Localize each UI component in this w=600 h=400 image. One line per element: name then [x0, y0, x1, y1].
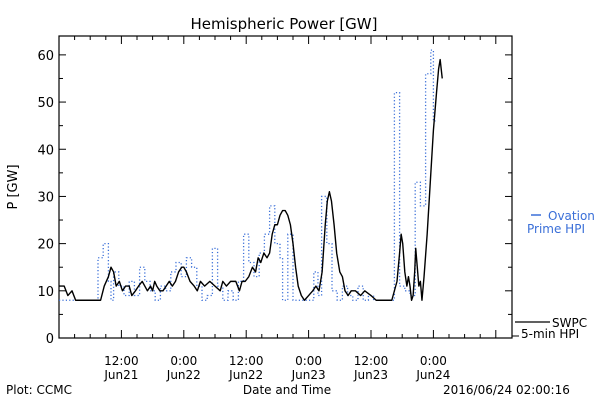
x-tick-label-time: 12:00 — [354, 354, 389, 368]
x-tick-label-date: Jun21 — [103, 368, 138, 382]
y-tick-label: 40 — [37, 143, 54, 158]
x-tick-label-date: Jun22 — [228, 368, 263, 382]
y-tick-label: 50 — [37, 96, 54, 111]
legend-ovation-label-2: Prime HPI — [527, 222, 585, 236]
x-axis: 12:00Jun210:00Jun2212:00Jun220:00Jun2312… — [58, 36, 497, 382]
x-tick-label-time: 0:00 — [170, 354, 197, 368]
x-tick-label-date: Jun23 — [291, 368, 326, 382]
chart-title: Hemispheric Power [GW] — [191, 15, 378, 33]
x-tick-label-time: 12:00 — [229, 354, 264, 368]
series-swpc-line — [59, 58, 443, 301]
series-ovation-line — [59, 49, 436, 301]
plot-credit: Plot: CCMC — [6, 383, 72, 397]
x-tick-label-date: Jun24 — [415, 368, 450, 382]
legend-ovation-label-1: Ovation — [548, 209, 595, 223]
y-tick-label: 20 — [37, 238, 54, 253]
y-tick-label: 0 — [46, 332, 54, 347]
legend-ovation: Ovation Prime HPI — [527, 209, 595, 236]
x-tick-label-time: 12:00 — [104, 354, 139, 368]
y-axis-label: P [GW] — [6, 164, 21, 209]
legend-swpc-label-1: SWPC — [552, 316, 587, 330]
y-tick-label: 60 — [37, 49, 54, 64]
legend: Ovation Prime HPI SWPC 5-min HPI — [512, 209, 595, 341]
x-tick-label-date: Jun22 — [166, 368, 201, 382]
plot-frame — [58, 35, 513, 339]
y-tick-label: 10 — [37, 285, 54, 300]
x-tick-label-time: 0:00 — [295, 354, 322, 368]
legend-swpc-label-2: 5-min HPI — [521, 327, 579, 341]
x-tick-label-date: Jun23 — [353, 368, 388, 382]
y-axis: 0 10 20 30 40 50 60 — [37, 49, 512, 347]
x-tick-label-time: 0:00 — [420, 354, 447, 368]
x-axis-label: Date and Time — [243, 383, 331, 397]
series-layer — [59, 49, 443, 301]
y-tick-label: 30 — [37, 190, 54, 205]
plot-timestamp: 2016/06/24 02:00:16 — [443, 383, 570, 397]
legend-swpc: SWPC 5-min HPI — [512, 316, 587, 341]
